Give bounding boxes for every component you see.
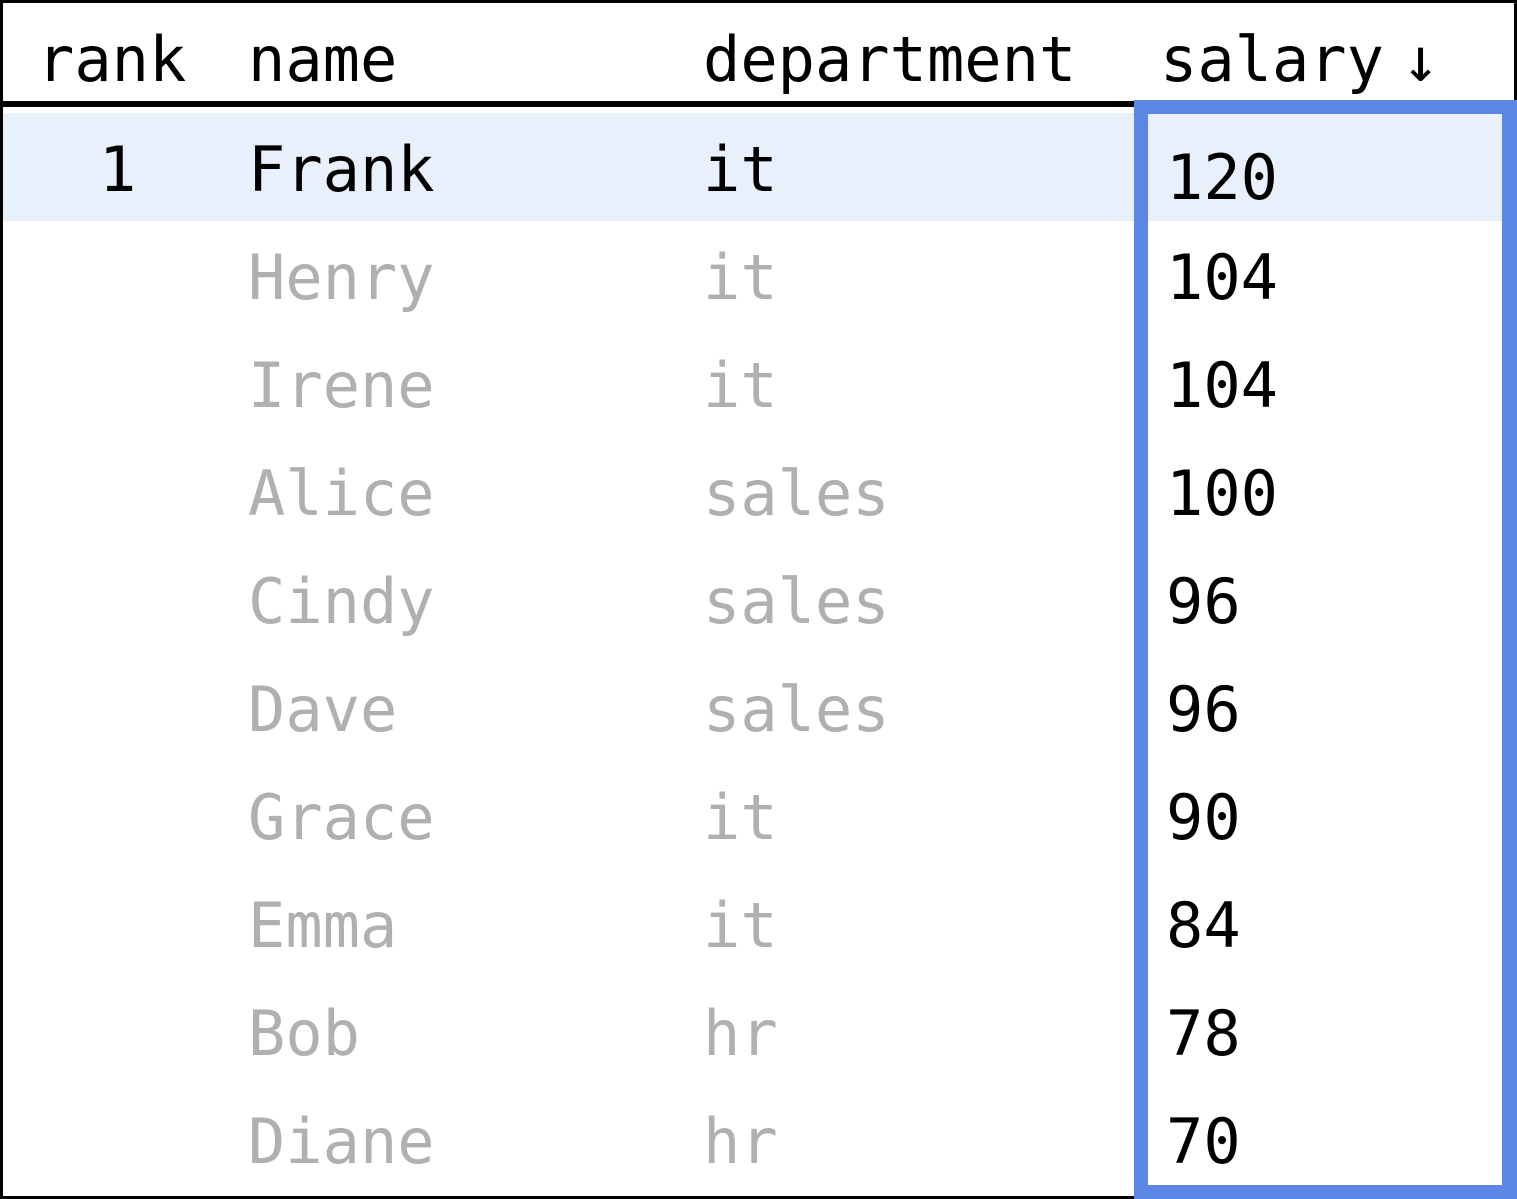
salary-cell: 120: [1166, 141, 1278, 214]
name-cell: Grace: [248, 781, 435, 854]
department-cell: it: [703, 133, 778, 206]
name-cell: Alice: [248, 457, 435, 530]
name-cell: Emma: [248, 889, 398, 962]
table-row[interactable]: Grace it 90: [3, 761, 1514, 869]
salary-cell: 84: [1166, 889, 1241, 962]
salary-cell: 70: [1166, 1105, 1241, 1178]
name-cell: Dave: [248, 673, 398, 746]
table-row[interactable]: Diane hr 70: [3, 1085, 1514, 1193]
column-header-department[interactable]: department: [703, 23, 1077, 96]
salary-cell: 96: [1166, 565, 1241, 638]
name-cell: Bob: [248, 997, 360, 1070]
salary-cell: 90: [1166, 781, 1241, 854]
column-header-rank[interactable]: rank: [37, 23, 187, 96]
name-cell: Irene: [248, 349, 435, 422]
sort-descending-icon: ↓: [1401, 23, 1440, 96]
table-row[interactable]: Dave sales 96: [3, 653, 1514, 761]
name-cell: Henry: [248, 241, 435, 314]
name-cell: Frank: [248, 133, 435, 206]
department-cell: sales: [703, 565, 890, 638]
table-row[interactable]: Emma it 84: [3, 869, 1514, 977]
salary-cell: 96: [1166, 673, 1241, 746]
salary-cell: 104: [1166, 349, 1278, 422]
department-cell: sales: [703, 457, 890, 530]
column-header-salary-label: salary: [1160, 23, 1384, 96]
rank-cell: 1: [99, 133, 137, 206]
salary-cell: 100: [1166, 457, 1278, 530]
department-cell: sales: [703, 673, 890, 746]
column-header-salary[interactable]: salary ↓: [1160, 29, 1439, 91]
salary-cell: 78: [1166, 997, 1241, 1070]
name-cell: Diane: [248, 1105, 435, 1178]
name-cell: Cindy: [248, 565, 435, 638]
table-row[interactable]: Alice sales 100: [3, 437, 1514, 545]
department-cell: it: [703, 349, 778, 422]
department-cell: hr: [703, 997, 778, 1070]
table-row[interactable]: Cindy sales 96: [3, 545, 1514, 653]
table-header: rank name department salary ↓: [3, 3, 1514, 107]
department-cell: hr: [703, 1105, 778, 1178]
column-header-name[interactable]: name: [248, 23, 398, 96]
department-cell: it: [703, 241, 778, 314]
salary-cell: 104: [1166, 241, 1278, 314]
table-row-selected[interactable]: 1 Frank it 120: [3, 113, 1514, 221]
table-row[interactable]: Bob hr 78: [3, 977, 1514, 1085]
department-cell: it: [703, 889, 778, 962]
table-row[interactable]: Irene it 104: [3, 329, 1514, 437]
department-cell: it: [703, 781, 778, 854]
table-row[interactable]: Henry it 104: [3, 221, 1514, 329]
